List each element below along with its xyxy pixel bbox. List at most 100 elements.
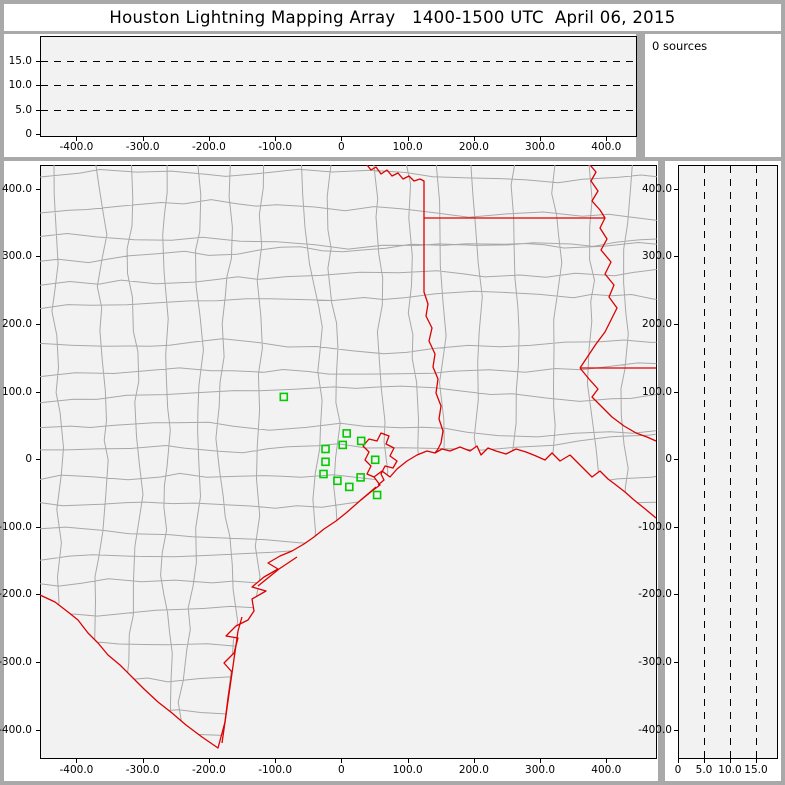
y-tick-label: -300.0 (0, 655, 32, 668)
y-tick-label: -300.0 (638, 655, 672, 668)
station-marker (370, 455, 380, 465)
y-tick-label: -100.0 (0, 520, 32, 533)
la-ms-border (579, 367, 657, 442)
map-plot-background[interactable] (40, 165, 657, 759)
tick-mark (142, 759, 144, 763)
x-tick-label: 0 (338, 141, 345, 153)
x-tick-label: -300.0 (125, 141, 160, 153)
x-tick-label: -200.0 (191, 141, 226, 153)
x-tick-label: 0 (674, 764, 682, 776)
y-tick-label: -200.0 (638, 588, 672, 601)
tick-mark (678, 759, 679, 763)
x-tick-label: 5.0 (695, 764, 713, 776)
tick-mark (208, 759, 210, 763)
y-tick-label: 0 (665, 453, 672, 466)
y-tick-label: 100.0 (641, 385, 672, 398)
tick-mark (674, 661, 678, 663)
y-tick-label: 15.0 (8, 55, 32, 67)
gridline (41, 109, 635, 111)
mississippi-river-border (579, 165, 618, 369)
tick-mark (76, 759, 78, 763)
tick-mark (36, 459, 40, 461)
tick-mark (674, 729, 678, 731)
tick-mark (407, 759, 409, 763)
y-tick-label: 0 (25, 128, 32, 140)
x-tick-label: -200.0 (191, 764, 226, 776)
tick-mark (473, 137, 475, 141)
y-tick-label: 200.0 (641, 317, 672, 330)
y-tick-label: 300.0 (1, 250, 32, 263)
x-tick-label: 400.0 (591, 141, 622, 153)
tick-mark (36, 391, 40, 393)
sources-panel (645, 34, 781, 157)
y-tick-label: -400.0 (638, 723, 672, 736)
x-tick-label: 200.0 (458, 141, 489, 153)
x-tick-label: 300.0 (525, 141, 556, 153)
gridline (41, 85, 635, 87)
sources-count-label: 0 sources (652, 39, 708, 53)
y-tick-label: 400.0 (1, 182, 32, 195)
tick-mark (674, 459, 678, 461)
tick-mark (36, 661, 40, 663)
y-tick-label: 5.0 (15, 103, 32, 116)
gridline (756, 166, 757, 758)
padre-island (221, 616, 243, 744)
altitude-ew-plot[interactable] (40, 36, 637, 137)
tick-mark (704, 759, 705, 763)
station-marker (279, 392, 289, 402)
tick-mark (540, 759, 542, 763)
gridline (730, 166, 731, 758)
state-borders (40, 165, 657, 749)
red-river-border (366, 165, 444, 454)
y-tick-label: 300.0 (641, 250, 672, 263)
tick-mark (341, 759, 343, 763)
tick-mark (208, 137, 210, 141)
tick-mark (606, 137, 608, 141)
tick-mark (730, 759, 731, 763)
tick-mark (473, 759, 475, 763)
tick-mark (606, 759, 608, 763)
y-tick-label: 400.0 (641, 182, 672, 195)
tick-mark (674, 594, 678, 596)
station-marker (319, 469, 328, 479)
station-marker (356, 473, 365, 482)
altitude-ns-plot[interactable] (678, 165, 778, 759)
x-tick-label: 10.0 (718, 764, 742, 776)
tick-mark (36, 188, 40, 190)
x-tick-label: -100.0 (258, 141, 293, 153)
x-tick-label: -400.0 (59, 141, 94, 153)
station-marker (342, 429, 352, 438)
x-tick-label: 300.0 (525, 764, 556, 776)
x-tick-label: 100.0 (392, 141, 423, 153)
galveston-island (360, 486, 377, 501)
map-plot[interactable] (40, 165, 657, 759)
coastline (40, 445, 657, 749)
gridline (704, 166, 705, 758)
station-marker (338, 440, 348, 450)
y-tick-label: 100.0 (1, 385, 32, 398)
x-tick-label: 15.0 (744, 764, 768, 776)
tick-mark (36, 256, 40, 258)
x-tick-label: 100.0 (392, 764, 423, 776)
y-tick-label: -200.0 (0, 588, 32, 601)
station-marker (333, 476, 342, 486)
tick-mark (341, 137, 343, 141)
station-marker (321, 444, 330, 454)
x-tick-label: -100.0 (258, 764, 293, 776)
tick-mark (407, 137, 409, 141)
x-tick-label: 200.0 (458, 764, 489, 776)
county-boundaries (40, 165, 657, 748)
y-tick-label: -400.0 (0, 723, 32, 736)
station-marker (344, 482, 354, 492)
tick-mark (275, 759, 277, 763)
tick-mark (36, 526, 40, 528)
y-tick-label: 200.0 (1, 317, 32, 330)
tick-mark (36, 134, 40, 135)
x-tick-label: 400.0 (591, 764, 622, 776)
tick-mark (674, 526, 678, 528)
tick-mark (36, 61, 40, 62)
y-tick-label: 0 (25, 453, 32, 466)
x-tick-label: 0 (338, 764, 345, 776)
tick-mark (76, 137, 78, 141)
